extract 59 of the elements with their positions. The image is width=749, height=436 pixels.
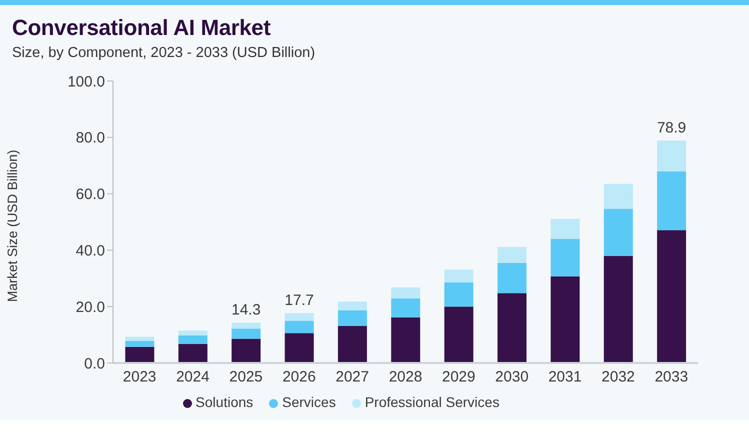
x-tick-label: 2024 (176, 368, 210, 386)
bar (657, 140, 686, 172)
bar (550, 276, 580, 363)
bar (444, 282, 474, 307)
y-tick-label: 40.0 (76, 242, 105, 260)
total-label: 78.9 (656, 120, 686, 136)
chart-subtitle: Size, by Component, 2023 - 2033 (USD Billion) (12, 45, 316, 61)
bar (284, 320, 314, 334)
bar (444, 306, 474, 363)
bar (125, 336, 154, 342)
y-tick-label: 20.0 (76, 298, 105, 316)
bar (338, 302, 367, 310)
bar (550, 218, 580, 239)
bar (444, 270, 474, 282)
x-tick-label: 2026 (282, 368, 316, 386)
bar (498, 262, 527, 294)
bar (338, 326, 367, 363)
bar (604, 208, 633, 256)
bar (604, 256, 633, 363)
x-tick-label: 2032 (602, 368, 635, 386)
y-tick-label: 0.0 (84, 355, 105, 372)
bar (232, 322, 261, 329)
y-tick-label: 80.0 (76, 130, 105, 147)
x-tick-label: 2027 (336, 368, 370, 386)
x-tick-label: 2033 (654, 368, 688, 386)
bar (657, 230, 686, 363)
bar (498, 293, 527, 363)
legend-label: Professional Services (364, 394, 500, 410)
x-tick-label: 2028 (388, 368, 422, 386)
bar (391, 298, 420, 318)
bar (232, 328, 261, 339)
bar (391, 317, 420, 363)
x-tick-label: 2029 (442, 368, 476, 386)
x-tick-label: 2030 (495, 368, 529, 386)
bar (125, 341, 154, 347)
total-label: 14.3 (231, 302, 261, 319)
x-tick-label: 2031 (548, 368, 582, 386)
bar (391, 287, 420, 298)
x-tick-label: 2025 (229, 368, 263, 386)
y-tick-label: 60.0 (76, 186, 105, 204)
bar (338, 310, 367, 326)
legend-label: Services (282, 394, 336, 410)
bar (604, 184, 633, 209)
bar (125, 346, 154, 363)
bar (178, 344, 208, 363)
bar (550, 238, 580, 276)
legend-label: Solutions (196, 394, 254, 410)
bar (498, 246, 527, 263)
bar (178, 335, 208, 344)
bar (284, 333, 314, 363)
bar (284, 313, 314, 321)
bar (232, 338, 261, 363)
x-tick-label: 2023 (122, 368, 156, 386)
y-tick-label: 100.0 (67, 73, 105, 90)
chart-title: Conversational AI Market (12, 15, 270, 41)
bar (657, 172, 686, 230)
total-label: 17.7 (284, 292, 314, 310)
bar (178, 330, 208, 336)
y-axis-title: Market Size (USD Billion) (4, 150, 20, 302)
